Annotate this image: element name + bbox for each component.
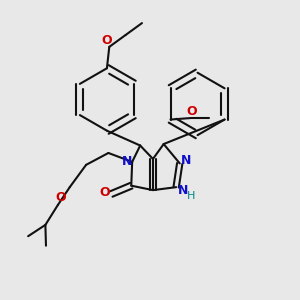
Text: O: O: [102, 34, 112, 47]
Text: N: N: [122, 155, 132, 168]
Text: N: N: [178, 184, 188, 197]
Text: H: H: [187, 191, 195, 201]
Text: O: O: [55, 191, 66, 204]
Text: O: O: [100, 186, 110, 199]
Text: N: N: [181, 154, 191, 167]
Text: O: O: [186, 105, 197, 118]
